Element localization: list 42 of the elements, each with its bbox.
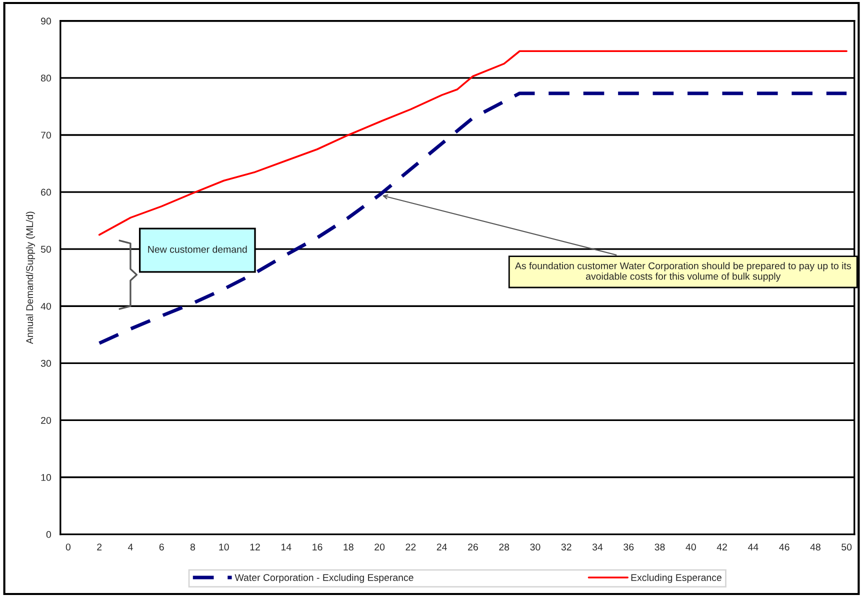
x-tick-label: 4 [128,544,133,550]
x-tick-label: 42 [716,544,727,550]
x-tick-label: 18 [344,544,354,550]
x-tick-label: 12 [250,544,260,550]
x-tick-label: 8 [190,544,196,550]
annotation: As foundation customer Water Corporation should be prepared to pay up to its avoidable costs for this volume of bulk supply [514,262,851,282]
y-tick-label: 50 [40,246,52,253]
x-tick-label: 14 [281,544,292,550]
x-tick-label: 34 [592,544,603,550]
y-tick-label: 90 [41,18,52,25]
y-tick-label: 40 [40,302,52,310]
x-tick-label: 48 [810,544,820,550]
y-tick-label: 0 [46,531,51,538]
x-tick-label: 44 [748,544,758,550]
x-tick-label: 6 [159,544,164,550]
x-tick-label: 10 [219,544,229,550]
x-tick-label: 16 [312,544,322,550]
y-tick-label: 70 [41,132,52,139]
x-tick-label: 36 [624,544,634,550]
y-tick-label: 60 [41,188,52,196]
x-tick-label: 46 [779,544,790,550]
y-tick-label: 80 [40,74,52,82]
x-tick-label: 38 [654,544,665,550]
x-tick-label: 40 [686,544,696,550]
y-tick-label: 30 [40,360,52,367]
legend-label: Water Corporation - Excluding Esperance [234,574,414,583]
legend-label: Excluding Esperance [631,574,722,583]
line-series [98,50,848,236]
x-tick-label: 50 [842,544,852,550]
x-tick-label: 32 [561,544,572,550]
annotation: New customer demand [148,246,247,253]
x-tick-label: 26 [468,544,478,550]
x-tick-label: 0 [66,544,71,550]
y-tick-label: 10 [41,474,52,481]
x-tick-label: 24 [436,544,447,550]
x-tick-label: 2 [97,544,102,550]
x-tick-label: 22 [406,544,416,550]
x-tick-label: 28 [499,544,510,550]
x-tick-label: 20 [374,544,385,550]
y-tick-label: 20 [41,416,52,424]
y-axis-title: Annual Demand/Supply (ML/d) [26,212,36,344]
x-tick-label: 30 [530,544,540,550]
